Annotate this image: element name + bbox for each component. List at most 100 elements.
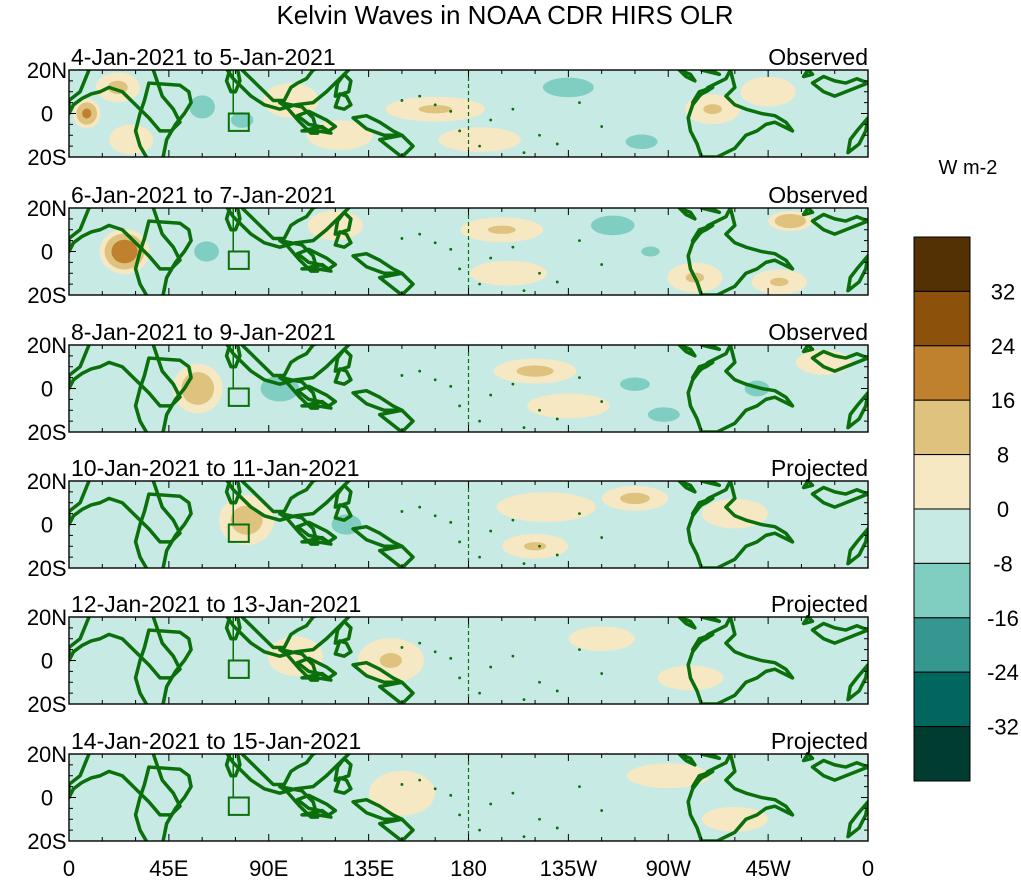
panel-period-label: 12-Jan-2021 to 13-Jan-2021 xyxy=(71,591,361,617)
anomaly-contour xyxy=(523,542,547,551)
colorbar: W m-2 32 24 16 8 0 -8 -16 -24 -32 xyxy=(913,157,1019,782)
island-dot xyxy=(522,289,526,293)
anomaly-contour xyxy=(542,77,594,98)
anomaly-contour xyxy=(590,215,635,236)
anomaly-blob xyxy=(785,509,841,540)
anomaly-contour xyxy=(341,351,397,382)
y-tick-label: 20S xyxy=(27,692,66,717)
panel-status-label: Projected xyxy=(771,728,868,754)
anomaly-blob xyxy=(460,217,544,243)
anomaly-blob xyxy=(529,72,608,103)
island-dot xyxy=(458,267,462,271)
colorbar-label: 32 xyxy=(991,279,1015,304)
island-dot xyxy=(555,280,559,284)
island-dot xyxy=(478,282,481,286)
anomaly-blob xyxy=(109,124,154,155)
panel-period-label: 10-Jan-2021 to 11-Jan-2021 xyxy=(71,455,360,481)
anomaly-contour xyxy=(626,763,710,789)
colorbar-swatch xyxy=(913,454,971,510)
anomaly-contour xyxy=(189,95,215,119)
anomaly-blob xyxy=(396,492,452,522)
anomaly-blob xyxy=(91,504,158,545)
island-dot xyxy=(555,553,559,557)
island-dot xyxy=(433,514,437,518)
anomaly-contour xyxy=(769,277,789,287)
anomaly-contour xyxy=(479,628,546,658)
x-tick-label: 45E xyxy=(149,856,188,881)
x-tick-label: 0 xyxy=(63,856,75,881)
anomaly-contour xyxy=(556,122,612,148)
anomaly-contour xyxy=(91,504,158,545)
x-tick-label: 90E xyxy=(249,856,288,881)
y-tick-label: 20N xyxy=(27,196,67,221)
island-dot xyxy=(433,650,437,654)
island-dot xyxy=(400,646,404,649)
island-dot xyxy=(600,536,604,539)
anomaly-blob xyxy=(246,249,313,289)
x-tick-label: 180 xyxy=(450,856,487,881)
island-dot xyxy=(449,656,453,660)
maldives-box xyxy=(227,112,250,132)
anomaly-blob xyxy=(99,229,150,274)
y-tick-label: 20S xyxy=(27,420,66,445)
x-tick-label: 45W xyxy=(746,856,791,881)
anomaly-blob xyxy=(469,260,548,286)
anomaly-blob xyxy=(740,76,796,107)
anomaly-contour xyxy=(96,391,152,421)
colorbar-swatch xyxy=(913,562,971,619)
anomaly-contour xyxy=(438,127,521,153)
island-dot xyxy=(538,271,541,275)
colorbar-label: 0 xyxy=(997,497,1009,522)
anomaly-blob xyxy=(751,269,807,295)
colorbar-label: -32 xyxy=(987,715,1019,740)
island-dot xyxy=(538,680,541,684)
anomaly-blob xyxy=(146,640,213,681)
anomaly-contour xyxy=(740,76,796,107)
island-dot xyxy=(489,393,493,397)
island-dot xyxy=(600,400,604,403)
anomaly-contour xyxy=(82,108,92,119)
maldives-box xyxy=(227,659,250,679)
island-dot xyxy=(400,783,404,786)
panel-4: 20N 0 20S 10-Jan-2021 to 11-Jan-2021 Project… xyxy=(27,455,869,581)
anomaly-contour xyxy=(379,652,402,669)
anomaly-blob xyxy=(74,262,108,293)
island-dot xyxy=(578,239,581,243)
island-dot xyxy=(555,142,559,146)
anomaly-blob xyxy=(493,777,577,818)
anomaly-contour xyxy=(568,626,635,652)
colorbar-swatch xyxy=(913,508,971,564)
anomaly-blob xyxy=(556,122,612,148)
island-dot xyxy=(489,802,493,806)
island-dot xyxy=(449,520,453,524)
anomaly-contour xyxy=(74,262,108,293)
anomaly-contour xyxy=(230,112,254,128)
island-dot xyxy=(522,151,526,155)
x-tick-label: 0 xyxy=(862,856,874,881)
anomaly-contour xyxy=(493,777,577,818)
island-dot xyxy=(511,245,515,249)
anomaly-blob xyxy=(368,770,435,816)
island-dot xyxy=(522,426,526,430)
island-dot xyxy=(449,109,453,113)
anomaly-contour xyxy=(796,349,852,375)
anomaly-contour xyxy=(418,104,452,114)
panel-status-label: Observed xyxy=(768,44,868,70)
anomaly-blob xyxy=(172,363,223,414)
maldives-box xyxy=(227,250,250,270)
x-axis-labels: 0 45E 90E 135E 180 135W 90W 45W 0 xyxy=(63,856,874,881)
island-dot xyxy=(578,376,581,380)
anomaly-blob xyxy=(636,402,692,428)
anomaly-blob xyxy=(438,127,521,153)
colorbar-label: 24 xyxy=(991,334,1015,359)
anomaly-contour xyxy=(111,239,138,264)
island-dot xyxy=(449,793,453,797)
anomaly-field xyxy=(74,210,847,295)
colorbar-label: 16 xyxy=(991,388,1015,413)
panel-status-label: Projected xyxy=(771,455,868,481)
panel-2: 20N 0 20S 6-Jan-2021 to 7-Jan-2021 Observed xyxy=(27,182,869,308)
chart-title: Kelvin Waves in NOAA CDR HIRS OLR xyxy=(276,0,733,30)
maldives-box xyxy=(227,523,250,543)
anomaly-contour xyxy=(469,260,548,286)
anomaly-contour xyxy=(625,134,658,149)
